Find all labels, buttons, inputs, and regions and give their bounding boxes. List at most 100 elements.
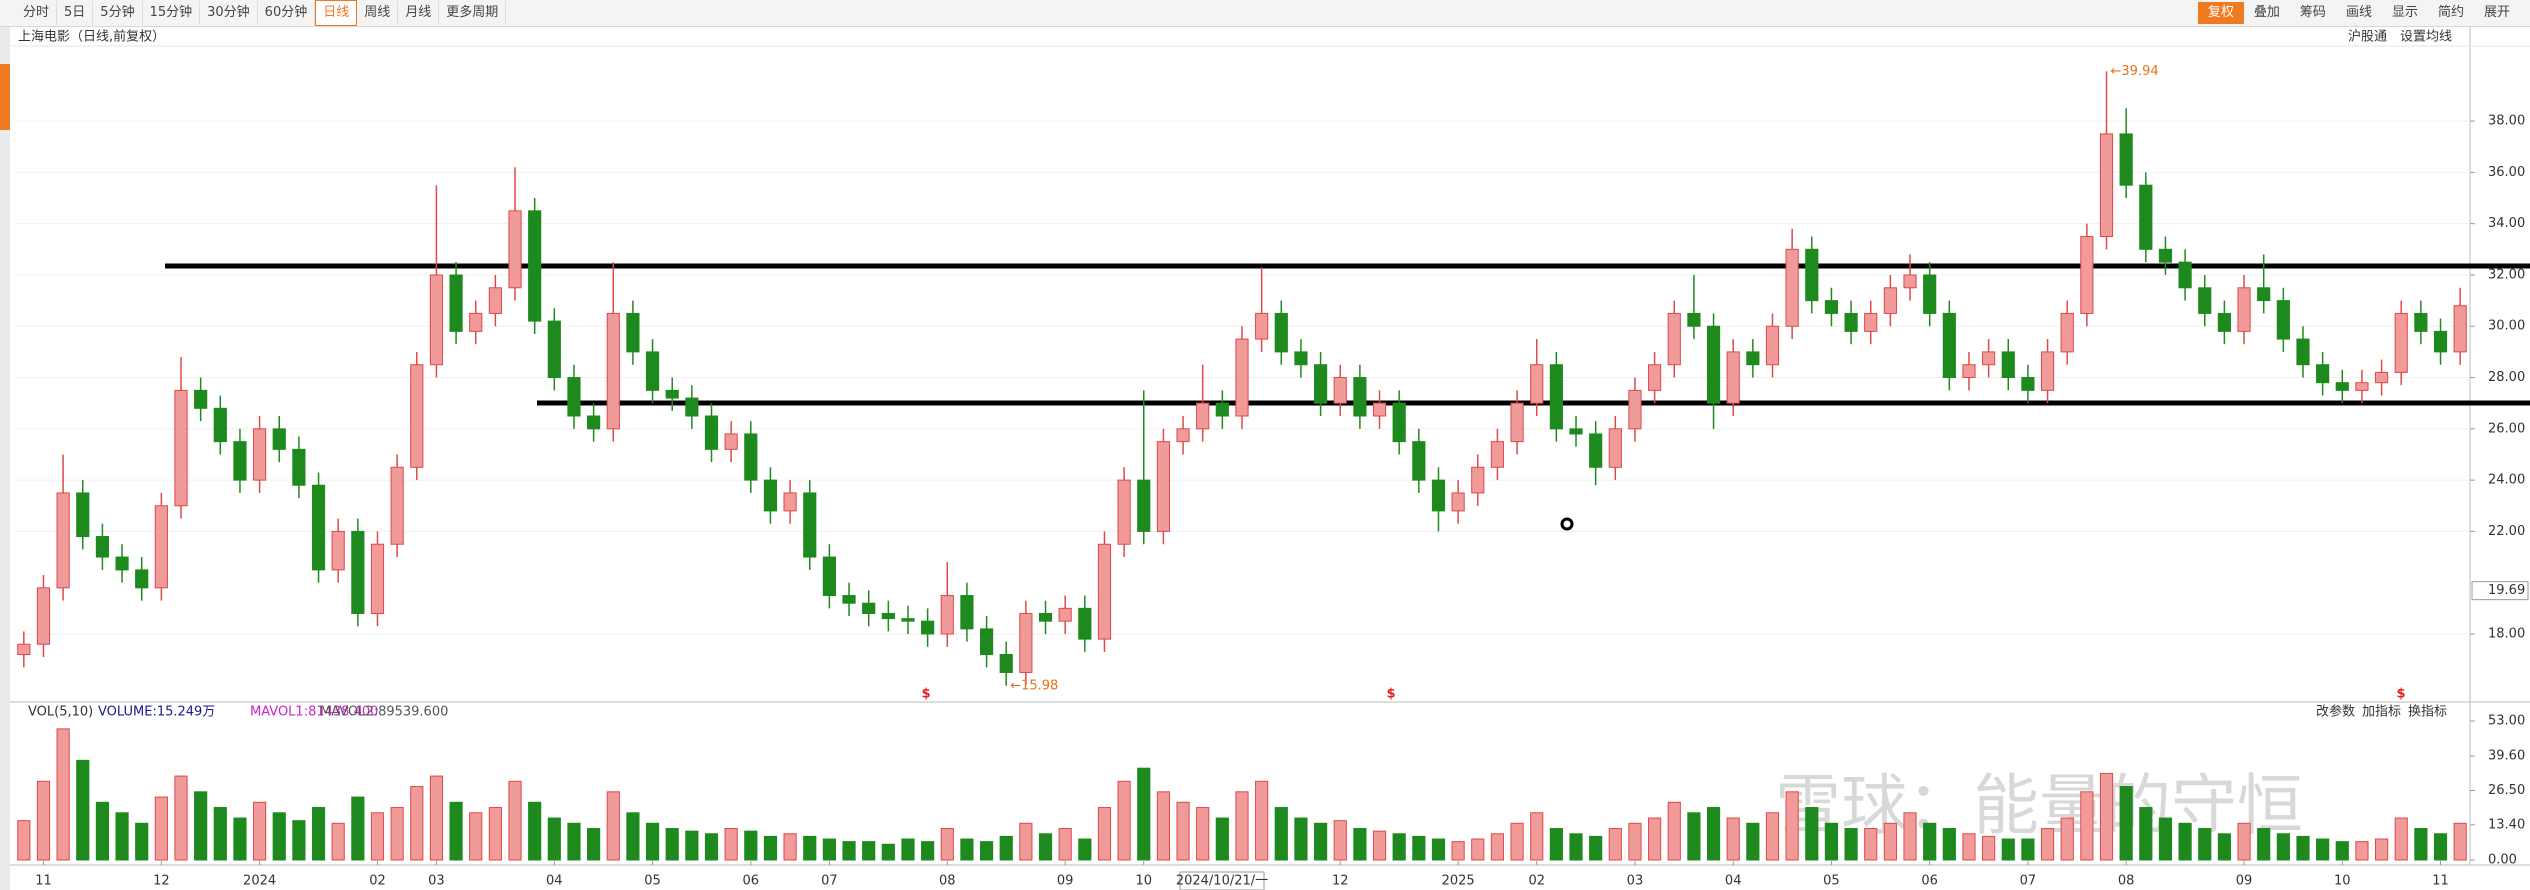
candle-body — [2257, 287, 2271, 302]
candle-body — [2237, 287, 2251, 332]
candle-body — [1864, 312, 1878, 332]
volume-bar — [233, 817, 247, 861]
event-marker: $ — [2396, 687, 2405, 702]
period-tab[interactable]: 60分钟 — [258, 1, 316, 25]
volume-bar — [1726, 817, 1740, 861]
period-tab[interactable]: 5日 — [57, 1, 94, 25]
volume-bar — [508, 780, 522, 861]
volume-bar — [2099, 772, 2114, 861]
header-link[interactable]: 沪股通 — [2348, 29, 2387, 45]
candle-body — [960, 595, 974, 630]
volume-bar — [1117, 780, 1131, 861]
header-link[interactable]: 设置均线 — [2400, 30, 2452, 45]
x-tick-label: 04 — [546, 874, 563, 889]
candle-body — [1431, 479, 1446, 512]
volume-bar — [1628, 822, 1642, 861]
y-tick-label: 53.00 — [2488, 713, 2525, 728]
volume-bar — [724, 828, 738, 861]
period-tab[interactable]: 30分钟 — [200, 1, 258, 25]
volume-bar — [1058, 828, 1072, 861]
volume-bar — [1451, 841, 1465, 861]
volume-bar — [2237, 822, 2251, 861]
candle-body — [272, 428, 286, 450]
candle-body — [2335, 382, 2349, 391]
candle-body — [135, 569, 149, 589]
volume-bar — [292, 820, 306, 861]
candle-body — [1058, 607, 1072, 622]
price-marker-label: 19.69 — [2488, 583, 2525, 598]
candle-body — [1844, 312, 1858, 332]
period-tabs: 分时 5日 5分钟 15分钟 30分钟 60分钟 日线 周线 月线 更多周期 — [16, 0, 507, 26]
candle-body — [2217, 312, 2231, 332]
candle-body — [76, 492, 90, 538]
x-tick-label: 10 — [1135, 874, 1152, 889]
candle-body — [2001, 351, 2015, 379]
volume-bar — [2355, 841, 2369, 861]
volume-bar — [1078, 838, 1092, 861]
tool-button[interactable]: 显示 — [2391, 5, 2418, 20]
volume-bar — [488, 807, 502, 861]
candle-body — [2178, 261, 2192, 289]
tool-button[interactable]: 展开 — [2483, 5, 2510, 20]
indicator-button[interactable]: 换指标 — [2408, 705, 2447, 720]
candle-body — [1824, 300, 1839, 314]
indicator-button[interactable]: 改参数 — [2316, 704, 2355, 720]
period-tab[interactable]: 日线 — [315, 0, 358, 26]
period-tab[interactable]: 月线 — [398, 1, 440, 25]
volume-bar — [1294, 817, 1308, 861]
sidebar-tab — [0, 64, 10, 130]
candle-body — [1903, 274, 1917, 289]
volume-bar — [901, 838, 915, 861]
period-tab[interactable]: 15分钟 — [143, 1, 201, 25]
volume-bar — [567, 822, 581, 861]
candle-body — [1530, 364, 1544, 404]
volume-bar — [2040, 828, 2055, 861]
period-tab[interactable]: 更多周期 — [439, 1, 507, 25]
candle-body — [724, 433, 738, 450]
volume-bar — [1176, 801, 1190, 861]
volume-bar — [36, 780, 51, 861]
volume-bar — [410, 786, 424, 861]
candle-body — [2119, 133, 2133, 186]
candle-body — [115, 556, 129, 571]
period-tab[interactable]: 5分钟 — [93, 1, 143, 25]
candle-body — [2414, 312, 2428, 332]
volume-bar — [76, 759, 90, 861]
volume-bar — [1471, 838, 1485, 861]
candle-body — [2276, 300, 2290, 340]
volume-bar — [803, 835, 817, 861]
candle-body — [665, 389, 679, 399]
volume-bar — [626, 812, 640, 861]
candle-body — [1078, 607, 1092, 640]
indicator-button[interactable]: 加指标 — [2362, 705, 2401, 720]
candle-body — [979, 628, 994, 656]
candle-body — [1589, 433, 1603, 468]
candle-body — [1923, 274, 1937, 314]
volume-bar — [2001, 838, 2015, 861]
tool-button[interactable]: 叠加 — [2253, 5, 2280, 20]
tool-button[interactable]: 复权 — [2197, 2, 2244, 24]
volume-bar — [2021, 838, 2035, 861]
volume-bar — [1982, 835, 1996, 861]
period-tab[interactable]: 周线 — [357, 1, 399, 25]
volume-bar — [2139, 807, 2153, 861]
x-tick-label: 11 — [35, 874, 52, 889]
volume-bar — [704, 833, 719, 861]
period-tab[interactable]: 分时 — [16, 1, 58, 25]
volume-bar — [783, 833, 797, 861]
candle-body — [2021, 377, 2035, 391]
candle-body — [822, 556, 836, 597]
x-tick-label: 05 — [1823, 874, 1840, 889]
min-annotation: ←15.98 — [1010, 678, 1058, 693]
tool-button[interactable]: 筹码 — [2299, 5, 2326, 20]
y-tick-label: 34.00 — [2488, 216, 2525, 231]
volume-bar — [1392, 833, 1406, 861]
tool-button[interactable]: 简约 — [2437, 5, 2464, 20]
tool-button[interactable]: 画线 — [2345, 5, 2372, 20]
volume-bar — [940, 828, 954, 861]
volume-bar — [1097, 807, 1112, 861]
y-tick-label: 39.60 — [2488, 749, 2525, 764]
left-sidebar — [0, 27, 10, 890]
candle-body — [2099, 133, 2114, 237]
